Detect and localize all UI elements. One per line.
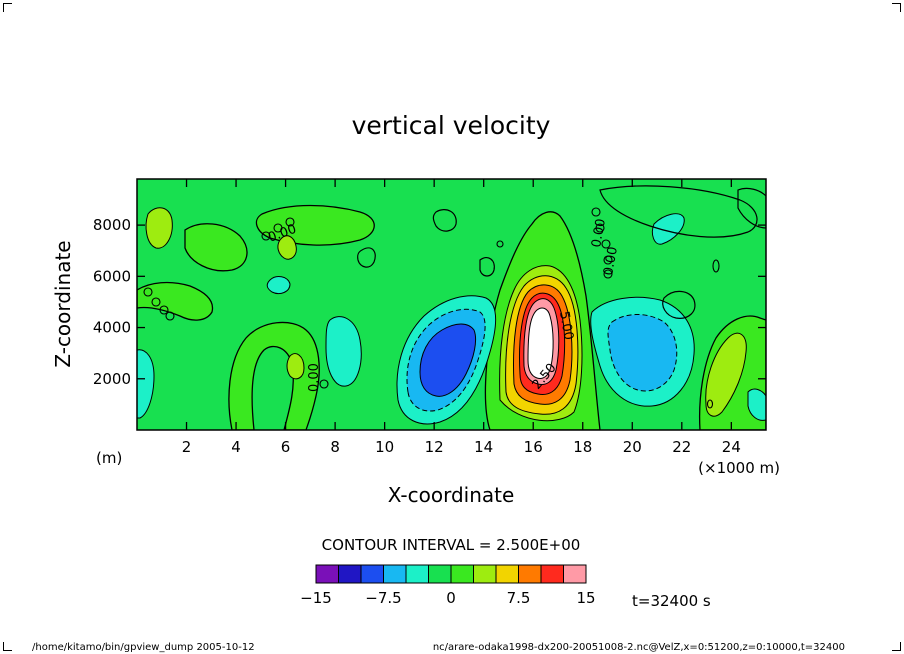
zero-contour-lines (357, 185, 766, 319)
x-axis-ticks: 2 4 6 8 10 12 14 16 18 20 22 24 (182, 179, 741, 456)
x-scale-label: (×1000 m) (698, 459, 780, 477)
colorbar-swatch-1 (338, 564, 362, 584)
corner-mark-top-right (892, 3, 901, 12)
x-tick-label-3: 8 (330, 438, 340, 456)
colorbar-tick-label-0: −15 (300, 589, 332, 607)
region-small-downdraft-4 (747, 388, 766, 421)
region-right-downdraft-mid (607, 314, 678, 392)
region-top-left-patch (145, 207, 173, 249)
region-s-curve (228, 321, 320, 430)
y-axis-label: Z-coordinate (51, 240, 75, 367)
loop-5 (261, 231, 271, 241)
downdraft-regions (137, 213, 766, 425)
colorbar-swatch-2 (360, 564, 384, 584)
loop-8 (496, 240, 504, 248)
region-small-downdraft-1 (325, 316, 362, 387)
loop-12 (603, 255, 613, 265)
colorbar-swatch-0 (315, 564, 339, 584)
contour-ring-far-right (737, 187, 766, 229)
contour-interval-text: CONTOUR INTERVAL = 2.500E+00 (322, 536, 581, 554)
x-tick-label-5: 12 (425, 438, 444, 456)
region-small-downdraft-2 (137, 349, 155, 419)
y-tick-label-3: 8000 (93, 216, 131, 234)
x-tick-label-11: 24 (722, 438, 741, 456)
region-upper-left (184, 223, 248, 272)
y-axis-ticks: 2000 4000 6000 8000 (93, 216, 766, 388)
loop-6 (273, 223, 283, 233)
x-tick-label-4: 10 (375, 438, 394, 456)
colorbar-tick-label-2: 0 (446, 589, 456, 607)
plot-frame (136, 178, 767, 431)
colorbar-swatch-9 (518, 564, 542, 584)
colorbar-swatch-10 (540, 564, 564, 584)
y-tick-label-2: 6000 (93, 267, 131, 285)
x-unit-label: (m) (96, 449, 122, 467)
loop-16 (319, 379, 329, 389)
colorbar (315, 564, 587, 584)
contour-ring-top-patch (432, 209, 457, 232)
x-tick-label-1: 4 (231, 438, 241, 456)
core-level-peak (527, 307, 554, 379)
updraft-core (505, 275, 579, 415)
loop-1 (143, 287, 153, 297)
contour-label-3: 0.00 (589, 218, 609, 249)
region-right-lobe (705, 332, 747, 417)
chart-title: vertical velocity (352, 111, 551, 140)
corner-mark-bottom-left (3, 642, 12, 651)
x-tick-label-2: 6 (281, 438, 291, 456)
colorbar-tick-label-4: 15 (576, 589, 595, 607)
region-small-blob-2 (286, 353, 305, 380)
corner-mark-bottom-right (892, 642, 901, 651)
corner-mark-top-left (3, 3, 12, 12)
colorbar-tick-labels: −15 −7.5 0 7.5 15 (300, 589, 595, 607)
x-tick-label-9: 20 (623, 438, 642, 456)
colorbar-swatch-5 (428, 564, 452, 584)
loop-2 (151, 297, 161, 307)
colorbar-tick-label-3: 7.5 (507, 589, 531, 607)
colorbar-tick-label-1: −7.5 (365, 589, 401, 607)
x-tick-label-6: 14 (474, 438, 493, 456)
x-tick-label-10: 22 (672, 438, 691, 456)
loop-7 (285, 217, 295, 227)
colorbar-swatch-8 (495, 564, 519, 584)
loop-10 (595, 223, 605, 233)
plot-area: 0.00 0.00 0.00 0.00 5.00 2.50 (137, 179, 766, 430)
time-label: t=32400 s (632, 592, 711, 610)
footer-left: /home/kitamo/bin/gpview_dump 2005-10-12 (32, 642, 255, 653)
loop-4 (165, 311, 175, 321)
loop-13 (603, 269, 613, 279)
x-axis-label: X-coordinate (388, 483, 515, 507)
region-upper-mid (255, 204, 375, 246)
colorbar-swatch-3 (383, 564, 407, 584)
loop-11 (601, 239, 611, 249)
contour-ring-right-patch (662, 290, 696, 319)
region-small-downdraft-5 (266, 276, 291, 295)
colorbar-swatch-11 (563, 564, 587, 584)
contour-ring-small-left (479, 257, 495, 277)
x-tick-label-7: 16 (524, 438, 543, 456)
contour-label-1: 0.00 (307, 363, 322, 392)
contour-label-5: 5.00 (556, 310, 576, 341)
loop-9 (591, 207, 601, 217)
colorbar-swatch-6 (450, 564, 474, 584)
loop-15 (712, 259, 720, 273)
contour-ring-mid (357, 247, 376, 268)
region-left-downdraft-core (419, 323, 477, 397)
colorbar-swatch-7 (473, 564, 497, 584)
footer-right: nc/arare-odaka1998-dx200-20051008-2.nc@V… (433, 642, 845, 653)
small-contour-loops (143, 207, 720, 409)
contour-label-4: 0.00 (601, 246, 621, 277)
x-tick-label-0: 2 (182, 438, 192, 456)
loop-14 (706, 399, 714, 409)
x-tick-label-8: 18 (573, 438, 592, 456)
region-small-blob-1 (277, 235, 297, 260)
region-left-lobe (137, 281, 214, 321)
loop-3 (159, 305, 169, 315)
y-tick-label-0: 2000 (93, 370, 131, 388)
contour-ring-upper-right (599, 185, 758, 238)
colorbar-swatch-4 (405, 564, 429, 584)
y-tick-label-1: 4000 (93, 319, 131, 337)
